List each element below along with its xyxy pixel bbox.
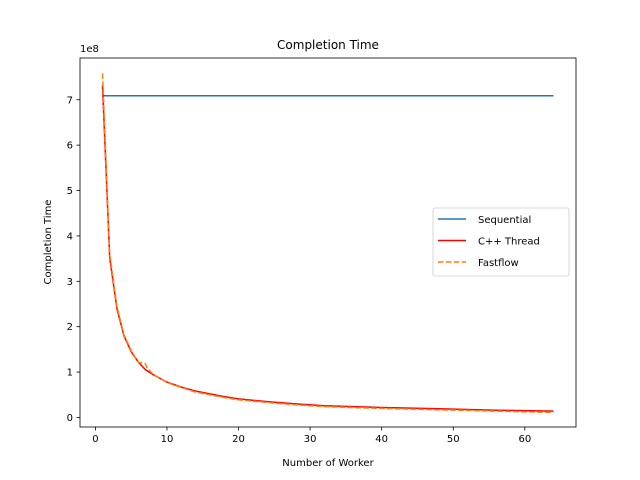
y-tick-label: 3 — [67, 277, 73, 288]
x-tick-label: 10 — [161, 434, 174, 445]
legend-label: Fastflow — [478, 258, 519, 269]
x-tick-label: 50 — [447, 434, 460, 445]
y-tick-label: 6 — [67, 141, 73, 152]
y-tick-label: 1 — [67, 368, 73, 379]
y-tick-label: 7 — [67, 95, 73, 106]
legend: Sequential C++ Thread Fastflow — [432, 207, 570, 277]
x-tick-label: 40 — [375, 434, 388, 445]
x-tick-label: 20 — [232, 434, 245, 445]
series-line-fastflow — [101, 73, 554, 414]
y-tick-label: 4 — [67, 231, 73, 242]
x-tick-label: 60 — [518, 434, 531, 445]
x-tick-label: 30 — [304, 434, 317, 445]
legend-box — [432, 207, 570, 277]
series-layer — [101, 73, 554, 414]
y-offset-label: 1e8 — [80, 44, 99, 55]
axes-frame — [79, 57, 577, 428]
y-tick-label: 2 — [67, 322, 73, 333]
y-axis-label: Completion Time — [43, 200, 54, 285]
x-axis-label: Number of Worker — [282, 458, 374, 469]
legend-label: C++ Thread — [478, 237, 540, 248]
x-tick-label: 0 — [92, 434, 98, 445]
y-tick-label: 5 — [67, 186, 73, 197]
legend-label: Sequential — [478, 215, 531, 226]
chart-title: Completion Time — [277, 38, 379, 52]
axes-layer: 0 10 20 30 40 50 60 0 1 2 3 4 5 6 7 — [67, 57, 577, 445]
y-tick-label: 0 — [67, 413, 73, 424]
